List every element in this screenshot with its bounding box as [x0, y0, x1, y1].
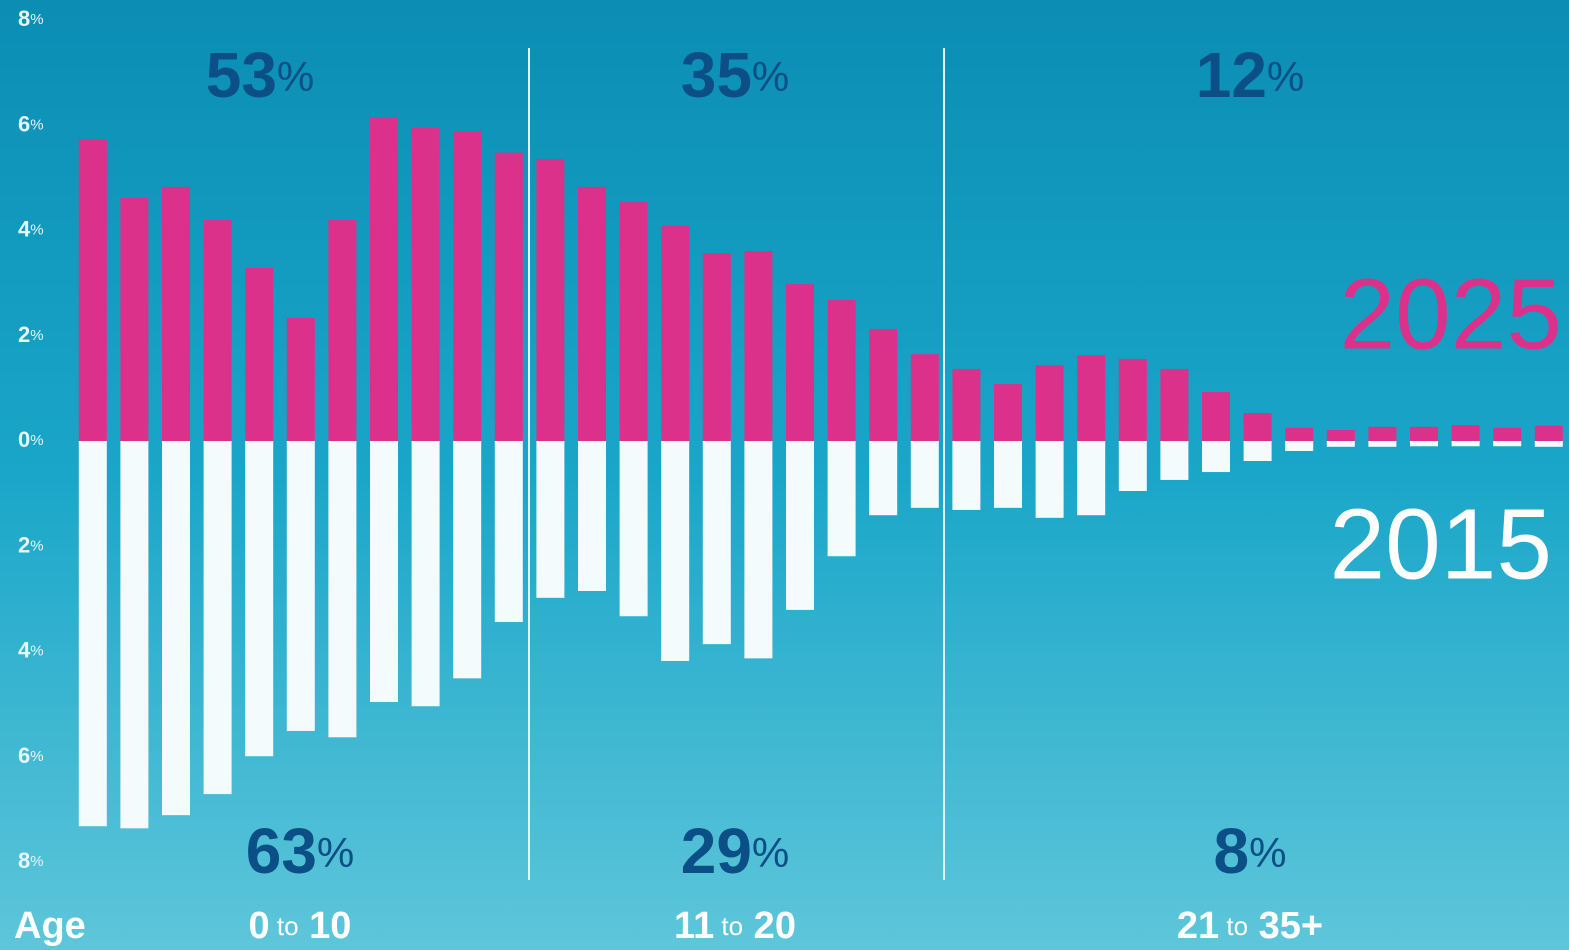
y-tick-label: 0% — [18, 427, 44, 452]
y-tick-label: 4% — [18, 216, 44, 241]
y-tick-label: 6% — [18, 743, 44, 768]
bar — [1285, 441, 1314, 451]
bar — [245, 267, 274, 441]
y-tick-label: 2% — [18, 322, 44, 347]
bar — [994, 384, 1022, 441]
bar — [827, 441, 856, 557]
bar — [203, 219, 232, 441]
share-2015: 8% — [1214, 815, 1287, 887]
share-2015: 63% — [246, 815, 355, 887]
bar — [1451, 441, 1480, 447]
y-tick-label: 8% — [18, 6, 44, 31]
bar — [453, 131, 482, 441]
bar — [952, 441, 981, 510]
bar — [453, 441, 482, 679]
bar — [1451, 425, 1480, 441]
bar — [1077, 355, 1106, 441]
bar — [162, 186, 190, 441]
y-tick-label: 6% — [18, 111, 44, 136]
bar — [869, 441, 898, 516]
bar — [1160, 441, 1189, 480]
bar — [619, 441, 648, 617]
bar — [744, 441, 773, 659]
bar — [1243, 413, 1272, 441]
bar — [78, 138, 107, 441]
bar — [619, 202, 648, 441]
bar — [702, 253, 731, 441]
bar — [1534, 441, 1563, 447]
group-label: 11 to 20 — [674, 905, 796, 947]
bar — [162, 441, 190, 816]
bar — [1534, 425, 1563, 441]
share-2025: 35% — [681, 39, 790, 111]
x-axis-label: Age — [14, 905, 86, 947]
bar — [910, 354, 939, 441]
bar — [744, 251, 773, 441]
bar — [1368, 426, 1397, 441]
bar — [661, 225, 690, 441]
share-2025: 53% — [206, 39, 315, 111]
share-2015: 29% — [681, 815, 790, 887]
bar — [1285, 427, 1314, 441]
bar — [1493, 427, 1522, 441]
bar — [328, 441, 357, 738]
bar — [120, 441, 149, 829]
bar — [661, 441, 690, 661]
bar — [1077, 441, 1106, 516]
share-2025: 12% — [1196, 39, 1305, 111]
bar — [328, 219, 357, 441]
bar — [494, 152, 523, 442]
bar — [1118, 358, 1147, 441]
bar — [494, 441, 523, 623]
bar — [910, 441, 939, 508]
bar — [1202, 441, 1230, 473]
bar — [1410, 441, 1438, 447]
bar — [578, 186, 606, 441]
legend-entry: 2025 — [1340, 258, 1562, 370]
bar — [245, 441, 274, 757]
bar — [578, 441, 606, 591]
bar — [536, 158, 565, 441]
bar — [1493, 441, 1522, 447]
bar — [1160, 368, 1189, 441]
bar — [786, 284, 814, 441]
group-label: 21 to 35+ — [1177, 905, 1323, 947]
bar — [1326, 441, 1355, 447]
bar — [1243, 441, 1272, 461]
bar — [370, 117, 398, 441]
bar — [827, 299, 856, 441]
bar — [286, 441, 315, 731]
y-tick-label: 8% — [18, 848, 44, 873]
bar — [536, 441, 565, 598]
group-label: 0 to 10 — [249, 905, 352, 947]
bar — [702, 441, 731, 645]
bar — [1326, 429, 1355, 441]
bar — [1202, 392, 1230, 441]
bar — [411, 127, 440, 441]
bar — [994, 441, 1022, 508]
bar — [952, 368, 981, 441]
bar — [1410, 426, 1438, 441]
bar — [1035, 365, 1064, 441]
bar — [411, 441, 440, 707]
bar — [1368, 441, 1397, 447]
bar — [286, 317, 315, 441]
bar — [1035, 441, 1064, 518]
bar — [370, 441, 398, 703]
y-tick-label: 2% — [18, 532, 44, 557]
bar — [203, 441, 232, 795]
bar — [1118, 441, 1147, 491]
bar — [869, 328, 898, 441]
legend-entry: 2015 — [1330, 488, 1552, 600]
y-tick-label: 4% — [18, 637, 44, 662]
bar — [78, 441, 107, 827]
bar — [786, 441, 814, 610]
bar — [120, 197, 149, 441]
